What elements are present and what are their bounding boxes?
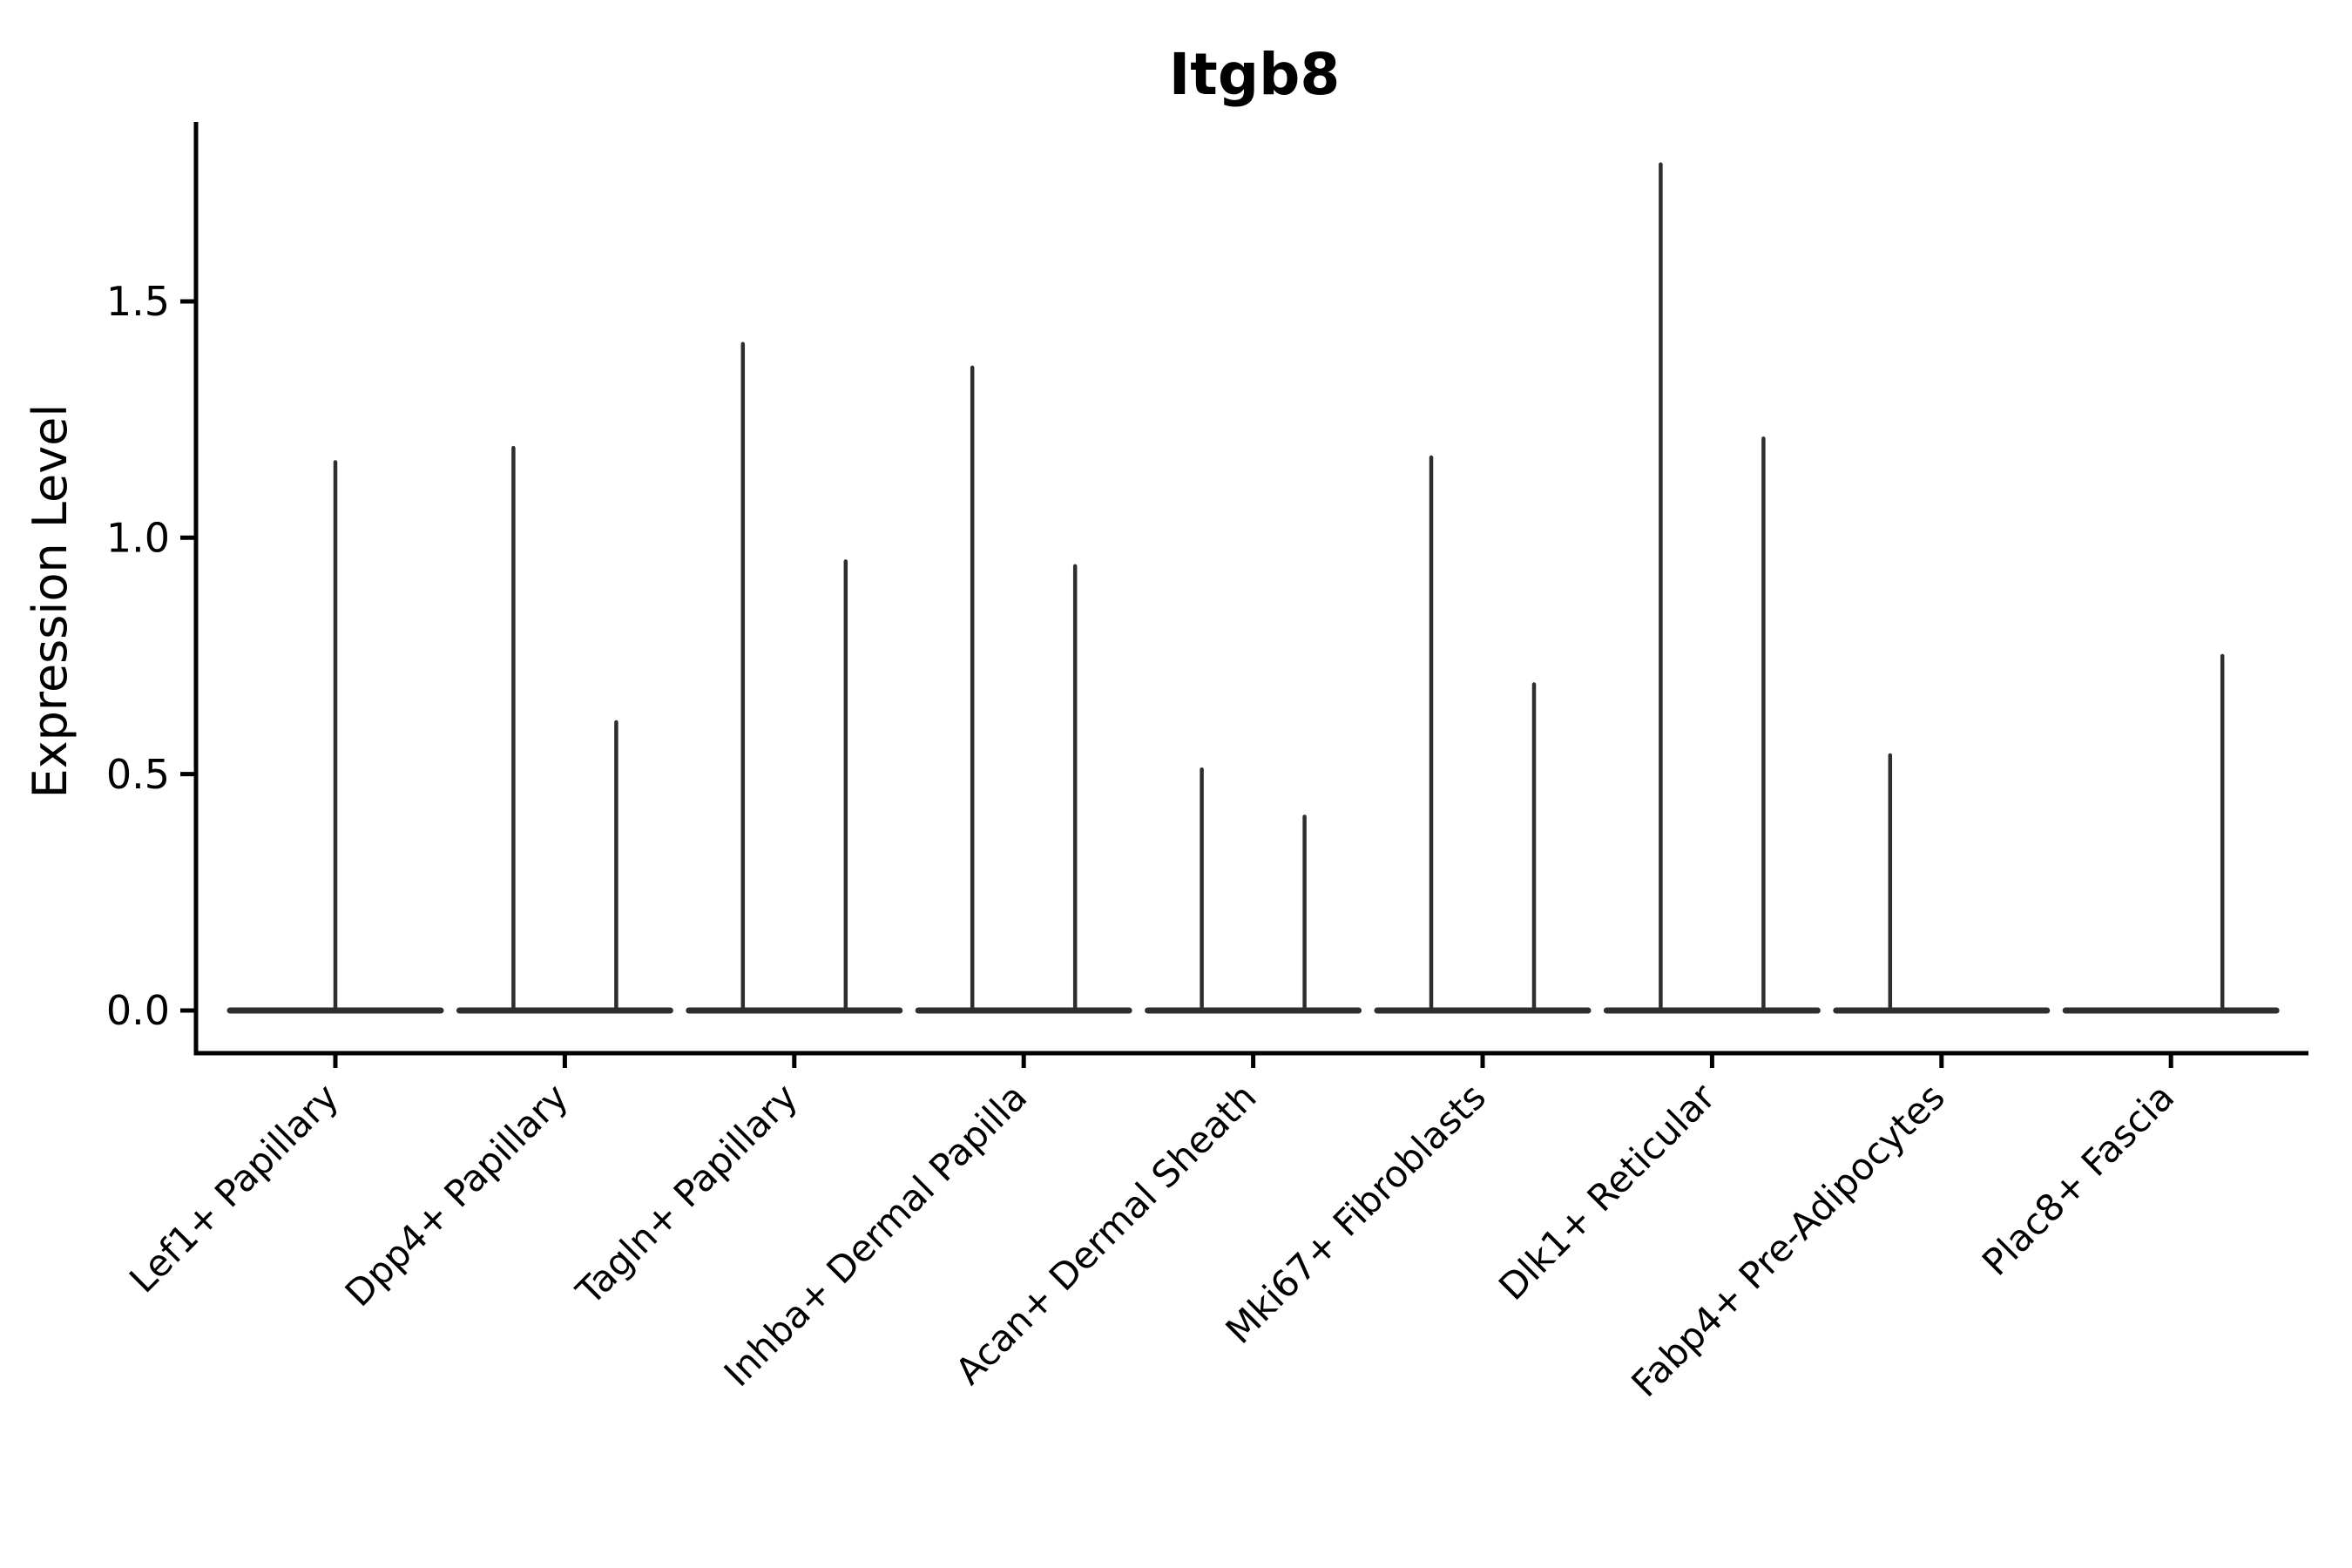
y-tick-label: 0.5 xyxy=(106,751,170,798)
y-tick-label: 1.0 xyxy=(106,514,170,561)
x-category-label: Mki67+ Fibroblasts xyxy=(1218,1075,1494,1351)
y-tick-label: 1.5 xyxy=(106,278,170,325)
x-category-label: Dlk1+ Reticular xyxy=(1490,1075,1724,1308)
y-tick-label: 0.0 xyxy=(106,987,170,1034)
plot-title: Itgb8 xyxy=(1169,41,1341,108)
x-category-label: Tagln+ Papillary xyxy=(567,1075,805,1313)
x-category-label: Plac8+ Fascia xyxy=(1974,1075,2182,1283)
x-category-label: Lef1+ Papillary xyxy=(121,1075,347,1301)
y-axis-label: Expression Level xyxy=(23,404,78,799)
x-category-label: Dpp4+ Papillary xyxy=(337,1075,577,1315)
